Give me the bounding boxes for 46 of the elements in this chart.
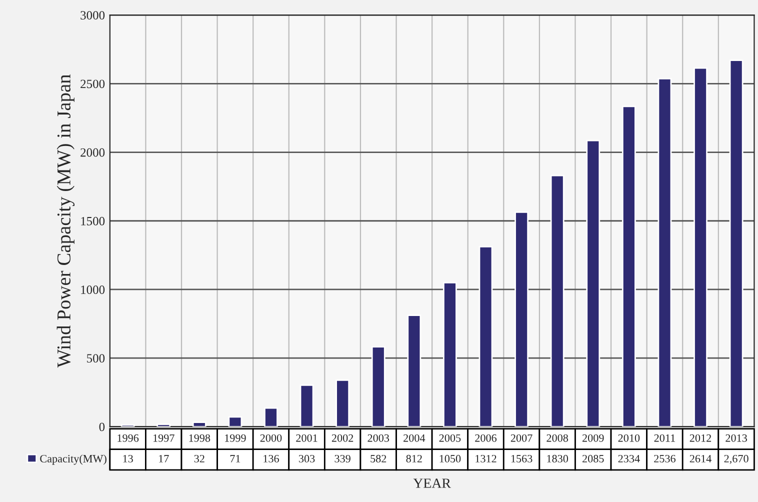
data-label: 1830 xyxy=(547,454,568,462)
x-tick-label: 1999 xyxy=(225,434,246,442)
data-label: 2085 xyxy=(582,454,604,462)
data-label: 1563 xyxy=(511,454,532,462)
x-tick-label: 2001 xyxy=(296,434,318,442)
data-label: 2334 xyxy=(618,454,640,462)
data-label: 2614 xyxy=(690,454,712,462)
legend-label: Capacity(MW) xyxy=(40,454,106,465)
data-label: 303 xyxy=(298,454,315,462)
y-axis-title: Wind Power Capacity (MW) in Japan xyxy=(56,74,74,368)
data-label: 812 xyxy=(406,454,422,462)
x-tick-label: 1997 xyxy=(153,434,174,442)
x-tick-label: 2012 xyxy=(690,434,712,442)
x-tick-label: 2010 xyxy=(618,434,640,442)
data-label: 339 xyxy=(334,454,350,462)
data-label: 17 xyxy=(159,454,169,462)
data-label: 136 xyxy=(264,454,279,462)
y-tick-label: 1500 xyxy=(81,216,105,226)
x-tick-label: 2013 xyxy=(726,434,747,442)
x-tick-label: 2011 xyxy=(654,434,675,442)
x-axis-title: YEAR xyxy=(413,478,451,488)
data-label: 582 xyxy=(370,454,386,462)
y-tick-label: 2500 xyxy=(80,80,105,88)
y-tick-label: 2000 xyxy=(80,148,105,157)
x-tick-label: 2006 xyxy=(475,434,497,442)
data-label: 13 xyxy=(123,454,133,462)
x-tick-label: 2000 xyxy=(260,434,282,442)
x-tick-label: 2009 xyxy=(582,434,604,442)
y-tick-label: 1000 xyxy=(81,286,105,294)
x-tick-label: 2008 xyxy=(546,434,568,442)
y-tick-label: 3000 xyxy=(80,11,105,20)
x-tick-label: 1996 xyxy=(118,434,139,442)
y-tick-label: 500 xyxy=(87,354,105,363)
y-tick-label: 0 xyxy=(99,422,105,432)
x-tick-label: 1998 xyxy=(189,434,210,442)
data-label: 1050 xyxy=(440,454,461,462)
data-label: 32 xyxy=(194,454,204,462)
x-tick-label: 2002 xyxy=(332,434,354,442)
data-label: 2,670 xyxy=(724,454,748,464)
data-label: 71 xyxy=(230,454,240,462)
data-label: 1312 xyxy=(476,454,496,462)
x-tick-label: 2004 xyxy=(404,434,426,442)
x-tick-label: 2005 xyxy=(439,434,461,442)
data-label: 2536 xyxy=(654,454,676,462)
x-tick-label: 2007 xyxy=(510,434,532,442)
x-tick-label: 2003 xyxy=(368,434,390,442)
